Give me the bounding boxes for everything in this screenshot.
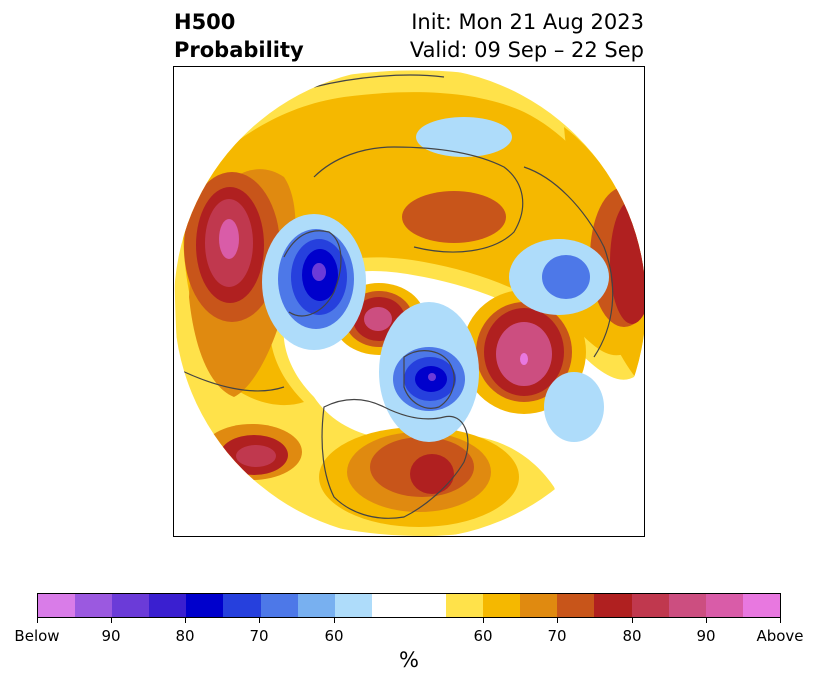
cbar-tick (780, 618, 781, 623)
cbar-seg-below-85 (112, 594, 150, 617)
cbar-seg-above-75 (594, 594, 632, 617)
below-alaska-85 (312, 263, 326, 281)
probability-map (173, 66, 645, 537)
colorbar (37, 593, 781, 618)
cbar-tick (706, 618, 707, 623)
below-arctic-85 (428, 373, 436, 381)
above-west-pacific-90 (219, 219, 239, 259)
map-svg (174, 67, 644, 536)
cbar-seg-above-100 (742, 594, 780, 617)
cbar-seg-neutral (371, 594, 447, 617)
cbar-seg-above-55 (446, 594, 484, 617)
cbar-tick (37, 618, 38, 623)
above-scand-90 (520, 353, 528, 365)
above-npac-80 (236, 445, 276, 467)
below-atlantic-55 (544, 372, 604, 442)
cbar-seg-below-70 (223, 594, 261, 617)
above-siberia-70 (402, 191, 506, 243)
cbar-seg-above-80 (631, 594, 669, 617)
cbar-label-below-90: 90 (101, 627, 121, 645)
cbar-seg-below-90 (75, 594, 113, 617)
cbar-seg-below-100 (38, 594, 76, 617)
anomaly-field (174, 67, 644, 536)
cbar-seg-above-85 (668, 594, 706, 617)
cbar-seg-above-70 (557, 594, 595, 617)
above-hudson-85 (364, 307, 392, 331)
cbar-label-below-60: 60 (324, 627, 344, 645)
title-product: Probability (174, 38, 304, 62)
below-siberia-55 (416, 117, 512, 157)
coastlines (174, 74, 614, 519)
cbar-seg-below-65 (260, 594, 298, 617)
cbar-label-above-80: 80 (622, 627, 642, 645)
cbar-label-below-80: 80 (175, 627, 195, 645)
cbar-label-below: Below (14, 627, 60, 645)
cbar-seg-above-60 (483, 594, 521, 617)
map-dates: Init: Mon 21 Aug 2023 Valid: 09 Sep – 22… (410, 8, 644, 64)
init-date: Init: Mon 21 Aug 2023 (411, 10, 644, 34)
cbar-label-below-70: 70 (249, 627, 269, 645)
cbar-seg-above-90 (705, 594, 743, 617)
title-variable: H500 (174, 10, 236, 34)
above-belt-inner (182, 92, 634, 406)
cbar-tick (632, 618, 633, 623)
cbar-seg-above-65 (520, 594, 558, 617)
cbar-tick (483, 618, 484, 623)
cbar-seg-below-55 (334, 594, 372, 617)
below-urals-65 (542, 255, 590, 299)
cbar-seg-below-75 (186, 594, 224, 617)
cbar-tick (111, 618, 112, 623)
valid-period: Valid: 09 Sep – 22 Sep (409, 38, 644, 62)
cbar-tick (259, 618, 260, 623)
cbar-label-above: Above (756, 627, 804, 645)
cbar-seg-below-60 (297, 594, 335, 617)
cbar-seg-below-80 (149, 594, 187, 617)
cbar-label-above-60: 60 (473, 627, 493, 645)
cbar-tick (334, 618, 335, 623)
cbar-tick (185, 618, 186, 623)
above-us-75 (410, 454, 454, 494)
cbar-label-above-90: 90 (696, 627, 716, 645)
cbar-tick (557, 618, 558, 623)
colorbar-unit: % (399, 648, 419, 672)
map-title: H500 Probability (174, 8, 304, 64)
cbar-label-above-70: 70 (547, 627, 567, 645)
